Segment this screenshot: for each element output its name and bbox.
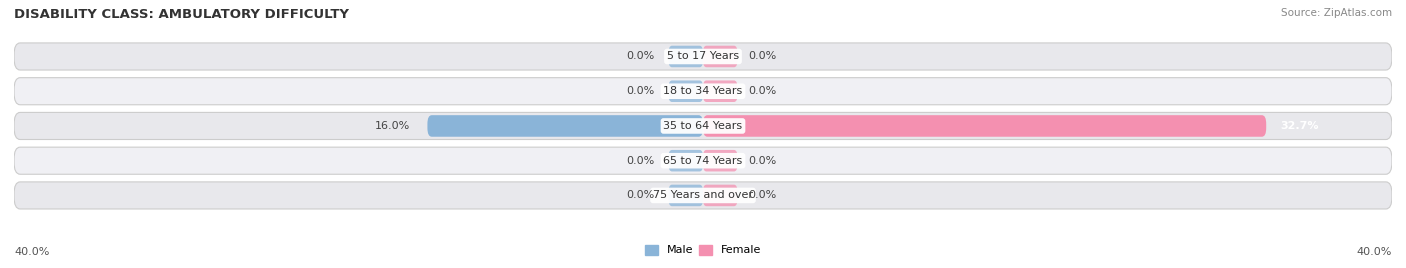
- Text: 0.0%: 0.0%: [627, 51, 655, 61]
- Text: 32.7%: 32.7%: [1279, 121, 1319, 131]
- Text: 65 to 74 Years: 65 to 74 Years: [664, 156, 742, 166]
- Text: Source: ZipAtlas.com: Source: ZipAtlas.com: [1281, 8, 1392, 18]
- Text: 40.0%: 40.0%: [14, 247, 49, 257]
- Text: 0.0%: 0.0%: [748, 191, 776, 200]
- FancyBboxPatch shape: [703, 150, 738, 172]
- FancyBboxPatch shape: [703, 46, 738, 67]
- FancyBboxPatch shape: [14, 182, 1392, 209]
- Text: 40.0%: 40.0%: [1357, 247, 1392, 257]
- Text: 0.0%: 0.0%: [627, 156, 655, 166]
- Text: 0.0%: 0.0%: [748, 156, 776, 166]
- FancyBboxPatch shape: [14, 78, 1392, 105]
- Text: 0.0%: 0.0%: [748, 51, 776, 61]
- FancyBboxPatch shape: [703, 80, 738, 102]
- Text: DISABILITY CLASS: AMBULATORY DIFFICULTY: DISABILITY CLASS: AMBULATORY DIFFICULTY: [14, 8, 349, 21]
- FancyBboxPatch shape: [669, 46, 703, 67]
- FancyBboxPatch shape: [669, 185, 703, 206]
- FancyBboxPatch shape: [669, 150, 703, 172]
- Legend: Male, Female: Male, Female: [644, 245, 762, 255]
- Text: 5 to 17 Years: 5 to 17 Years: [666, 51, 740, 61]
- FancyBboxPatch shape: [427, 115, 703, 137]
- FancyBboxPatch shape: [14, 112, 1392, 140]
- Text: 18 to 34 Years: 18 to 34 Years: [664, 86, 742, 96]
- FancyBboxPatch shape: [14, 43, 1392, 70]
- FancyBboxPatch shape: [703, 185, 738, 206]
- Text: 0.0%: 0.0%: [748, 86, 776, 96]
- Text: 0.0%: 0.0%: [627, 86, 655, 96]
- Text: 75 Years and over: 75 Years and over: [652, 191, 754, 200]
- FancyBboxPatch shape: [703, 115, 1267, 137]
- Text: 16.0%: 16.0%: [375, 121, 411, 131]
- FancyBboxPatch shape: [669, 80, 703, 102]
- Text: 0.0%: 0.0%: [627, 191, 655, 200]
- Text: 35 to 64 Years: 35 to 64 Years: [664, 121, 742, 131]
- FancyBboxPatch shape: [14, 147, 1392, 174]
